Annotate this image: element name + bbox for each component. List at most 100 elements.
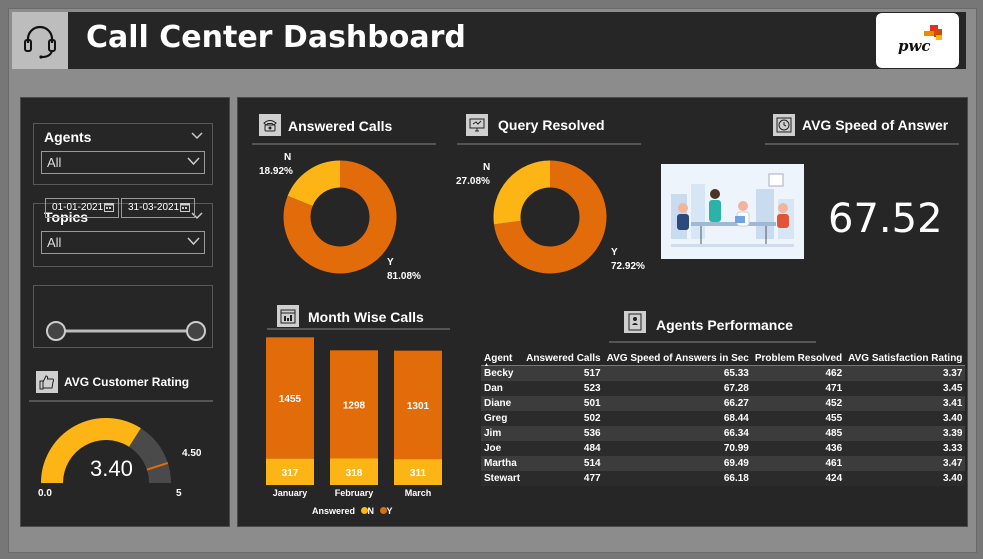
agent-icon bbox=[624, 311, 646, 333]
date-range-slider[interactable] bbox=[40, 319, 212, 343]
table-row: Becky 517 65.33 462 3.37 bbox=[481, 365, 966, 381]
table-row: Dan 523 67.28 471 3.45 bbox=[481, 381, 966, 396]
table-cell: 66.34 bbox=[603, 426, 752, 441]
table-row: Greg 502 68.44 455 3.40 bbox=[481, 411, 966, 426]
table-cell: 523 bbox=[523, 381, 604, 396]
page-title: Call Center Dashboard bbox=[86, 20, 466, 55]
table-cell: 501 bbox=[523, 396, 604, 411]
bar-y-value-label: 1298 bbox=[343, 400, 366, 411]
divider bbox=[252, 143, 436, 145]
bar-y-february bbox=[330, 350, 378, 459]
resolved-donut bbox=[493, 160, 607, 274]
slider-end-handle bbox=[186, 321, 206, 341]
divider bbox=[267, 328, 450, 330]
speed-value: 67.52 bbox=[828, 196, 943, 242]
logo-text: pwc bbox=[898, 37, 931, 55]
calendar-chart-icon bbox=[277, 305, 299, 327]
donut-slice-n bbox=[287, 160, 341, 207]
table-cell: 3.39 bbox=[845, 426, 966, 441]
answered-n-pct: 18.92% bbox=[259, 166, 293, 177]
answered-title: Answered Calls bbox=[288, 118, 393, 134]
gauge-max-label: 5 bbox=[176, 488, 182, 499]
x-tick-label: January bbox=[273, 488, 308, 498]
column-header[interactable]: AVG Satisfaction Rating bbox=[845, 351, 966, 366]
slider-start-handle bbox=[46, 321, 66, 341]
column-header[interactable]: AVG Speed of Answers in Sec bbox=[603, 351, 752, 366]
bar-n-march bbox=[394, 459, 442, 485]
divider bbox=[609, 341, 816, 343]
answered-donut bbox=[283, 160, 397, 274]
table-row: Jim 536 66.34 485 3.39 bbox=[481, 426, 966, 441]
monitor-icon bbox=[466, 114, 488, 136]
agents-dropdown[interactable]: All bbox=[41, 151, 205, 174]
table-row: Martha 514 69.49 461 3.47 bbox=[481, 456, 966, 471]
divider bbox=[29, 400, 213, 402]
chevron-down-icon[interactable] bbox=[191, 132, 203, 140]
table-cell: 514 bbox=[523, 456, 604, 471]
legend-y-swatch bbox=[379, 507, 387, 514]
table-cell: Diane bbox=[481, 396, 524, 411]
bar-y-january bbox=[266, 337, 314, 459]
telephone-icon bbox=[259, 114, 281, 136]
table-cell: Becky bbox=[481, 365, 524, 381]
table-cell: 68.44 bbox=[603, 411, 752, 426]
table-cell: 436 bbox=[751, 441, 846, 456]
meeting-illustration bbox=[661, 164, 804, 259]
table-cell: 3.37 bbox=[845, 365, 966, 381]
table-cell: 462 bbox=[751, 365, 846, 381]
table-row: Diane 501 66.27 452 3.41 bbox=[481, 396, 966, 411]
gauge-min-label: 0.0 bbox=[38, 488, 52, 499]
x-tick-label: March bbox=[405, 488, 432, 498]
column-header[interactable]: Problem Resolved bbox=[751, 351, 846, 366]
date-end-input[interactable]: 31-03-2021 bbox=[121, 198, 195, 218]
clock-icon bbox=[773, 114, 795, 136]
table-cell: Greg bbox=[481, 411, 524, 426]
table-cell: 69.49 bbox=[603, 456, 752, 471]
bar-n-january bbox=[266, 458, 314, 485]
resolved-y-pct: 72.92% bbox=[611, 261, 645, 272]
x-tick-label: February bbox=[335, 488, 374, 498]
bar-n-value-label: 317 bbox=[282, 468, 299, 479]
bar-legend: Answered N Y bbox=[312, 506, 393, 516]
headset-icon bbox=[12, 12, 68, 69]
bar-n-february bbox=[330, 458, 378, 485]
column-header[interactable]: Agent ▲ bbox=[481, 351, 524, 368]
date-start-input[interactable]: 01-01-2021 bbox=[45, 198, 119, 218]
resolved-y-label: Y bbox=[611, 247, 618, 258]
legend-title: Answered bbox=[312, 506, 356, 516]
table-cell: 3.40 bbox=[845, 471, 966, 486]
topics-selected: All bbox=[47, 235, 62, 250]
date-end-value: 31-03-2021 bbox=[128, 202, 180, 213]
table-cell: 3.41 bbox=[845, 396, 966, 411]
pwc-logo: pwc bbox=[876, 13, 959, 68]
table-cell: Jim bbox=[481, 426, 524, 441]
table-cell: 455 bbox=[751, 411, 846, 426]
table-cell: 3.40 bbox=[845, 411, 966, 426]
gauge-value: 3.40 bbox=[90, 456, 133, 481]
table-cell: 3.45 bbox=[845, 381, 966, 396]
agents-selected: All bbox=[47, 155, 62, 170]
agents-slicer: Agents All bbox=[33, 123, 213, 185]
divider bbox=[457, 143, 641, 145]
topics-dropdown[interactable]: All bbox=[41, 231, 205, 254]
divider bbox=[765, 143, 959, 145]
table-cell: 484 bbox=[523, 441, 604, 456]
column-header[interactable]: Answered Calls bbox=[523, 351, 604, 366]
table-cell: 3.47 bbox=[845, 456, 966, 471]
chevron-down-icon bbox=[187, 237, 200, 246]
table-cell: Martha bbox=[481, 456, 524, 471]
calendar-icon bbox=[104, 203, 114, 212]
date-slicer bbox=[33, 285, 213, 348]
legend-n-label: N bbox=[367, 506, 375, 516]
table-cell: 67.28 bbox=[603, 381, 752, 396]
performance-table: Agent ▲ Answered Calls AVG Speed of Answers… bbox=[481, 351, 966, 486]
date-start-value: 01-01-2021 bbox=[52, 202, 104, 213]
table-cell: Joe bbox=[481, 441, 524, 456]
chevron-down-icon[interactable] bbox=[191, 212, 203, 220]
topics-slicer: Topics All bbox=[33, 203, 213, 267]
gauge-target-label: 4.50 bbox=[182, 448, 202, 459]
bar-y-march bbox=[394, 350, 442, 460]
legend-y-label: Y bbox=[386, 506, 393, 516]
gauge-fill bbox=[41, 418, 141, 484]
performance-title: Agents Performance bbox=[656, 317, 793, 333]
